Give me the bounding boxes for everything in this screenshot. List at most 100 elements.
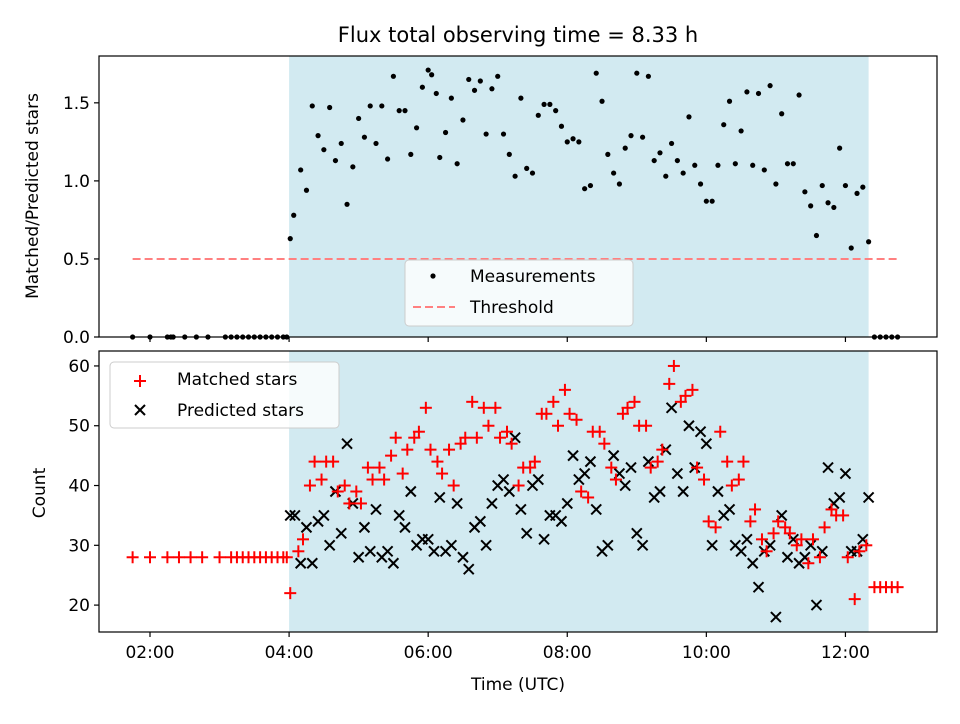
y-tick-label: 20 — [68, 596, 90, 616]
measurement-point — [808, 203, 814, 209]
predicted-star-point — [463, 563, 475, 575]
x-axis-label: Time (UTC) — [470, 675, 565, 695]
measurement-point — [860, 184, 866, 190]
predicted-star-point — [555, 515, 568, 528]
measurement-point — [657, 150, 663, 156]
measurement-point — [570, 136, 576, 142]
predicted-star-point — [642, 455, 655, 468]
predicted-star-point — [741, 533, 753, 546]
measurement-point — [750, 162, 756, 168]
matched-star-point — [582, 491, 595, 504]
measurement-point — [367, 103, 373, 109]
predicted-star-point — [300, 521, 313, 534]
matched-star-point — [795, 533, 808, 546]
measurement-point — [448, 95, 454, 101]
measurement-point — [477, 78, 483, 84]
predicted-star-point — [735, 545, 747, 557]
predicted-star-point — [399, 521, 411, 534]
measurement-point — [848, 245, 854, 251]
measurement-point — [512, 173, 518, 179]
predicted-star-point — [387, 557, 400, 569]
measurement-point — [790, 161, 796, 167]
measurement-point — [524, 165, 530, 171]
measurement-point — [686, 114, 692, 120]
matched-star-point — [419, 401, 432, 414]
matched-star-point — [667, 359, 680, 372]
measurement-point — [350, 164, 356, 170]
matched-star-point — [605, 461, 618, 474]
predicted-star-point — [567, 449, 579, 462]
matched-star-point — [292, 545, 305, 558]
measurement-point — [651, 157, 657, 164]
measurement-point — [553, 108, 559, 114]
matched-star-point — [470, 431, 483, 444]
predicted-star-point — [706, 539, 718, 552]
predicted-star-point — [289, 509, 301, 522]
predicted-star-point — [665, 402, 678, 414]
matched-star-point — [315, 473, 328, 486]
predicted-star-point — [341, 437, 353, 450]
measurement-point — [802, 189, 808, 195]
measurement-point — [454, 161, 460, 167]
measurement-point — [599, 98, 605, 104]
predicted-star-point — [538, 533, 550, 546]
measurement-point — [332, 157, 339, 164]
predicted-star-point — [422, 533, 434, 546]
measurement-point — [495, 73, 501, 79]
matched-star-point — [327, 455, 340, 468]
matched-star-point — [172, 551, 185, 564]
measurement-points — [130, 67, 901, 340]
predicted-star-point — [306, 557, 318, 569]
measurement-point — [593, 70, 599, 76]
measurement-point — [529, 170, 536, 176]
measurement-point — [564, 139, 570, 145]
predicted-star-point — [335, 527, 347, 540]
matched-star-point — [755, 533, 768, 546]
matched-star-point — [651, 455, 664, 468]
x-tick-label: 08:00 — [543, 643, 592, 663]
matched-star-point — [196, 551, 209, 564]
matched-star-point — [714, 425, 727, 438]
matched-star-point — [802, 557, 815, 570]
predicted-star-point — [294, 557, 307, 569]
matched-star-point — [443, 443, 456, 456]
matched-star-point — [698, 473, 711, 486]
y-tick-label: 1.0 — [63, 172, 90, 192]
predicted-star-point — [747, 557, 759, 569]
measurement-point — [663, 173, 669, 179]
legend-predicted-marker — [134, 404, 146, 416]
predicted-star-point — [677, 485, 689, 498]
measurement-point — [338, 140, 344, 147]
matched-star-point — [303, 479, 316, 492]
measurement-point — [547, 101, 553, 107]
matched-star-point — [813, 551, 826, 564]
predicted-star-point — [683, 420, 695, 432]
bottom-plot-frame — [98, 350, 938, 633]
matched-star-point — [296, 533, 309, 546]
matched-star-point — [213, 551, 226, 564]
measurement-point — [825, 200, 831, 206]
measurement-point — [298, 167, 304, 173]
predicted-star-point — [636, 539, 649, 552]
measurement-point — [303, 187, 310, 193]
measurement-point — [761, 167, 767, 173]
measurement-point — [668, 140, 675, 147]
matched-star-point — [644, 461, 657, 474]
measurement-point — [471, 87, 478, 93]
matched-star-point — [702, 515, 715, 528]
measurement-point — [321, 147, 327, 153]
predicted-star-point — [625, 461, 637, 474]
top-x-ticks — [149, 337, 847, 342]
matched-star-point — [860, 539, 873, 552]
measurement-point — [291, 212, 297, 218]
matched-star-point — [378, 473, 391, 486]
measurement-point — [396, 108, 402, 114]
matched-star-point — [806, 533, 819, 546]
bottom-legend: Matched stars Predicted stars — [109, 361, 340, 429]
measurement-point — [466, 76, 472, 83]
legend-measurements-label: Measurements — [470, 267, 596, 287]
measurement-point — [408, 151, 414, 157]
measurement-point — [726, 98, 733, 104]
matched-star-point — [505, 437, 518, 450]
measurement-point — [390, 73, 397, 79]
